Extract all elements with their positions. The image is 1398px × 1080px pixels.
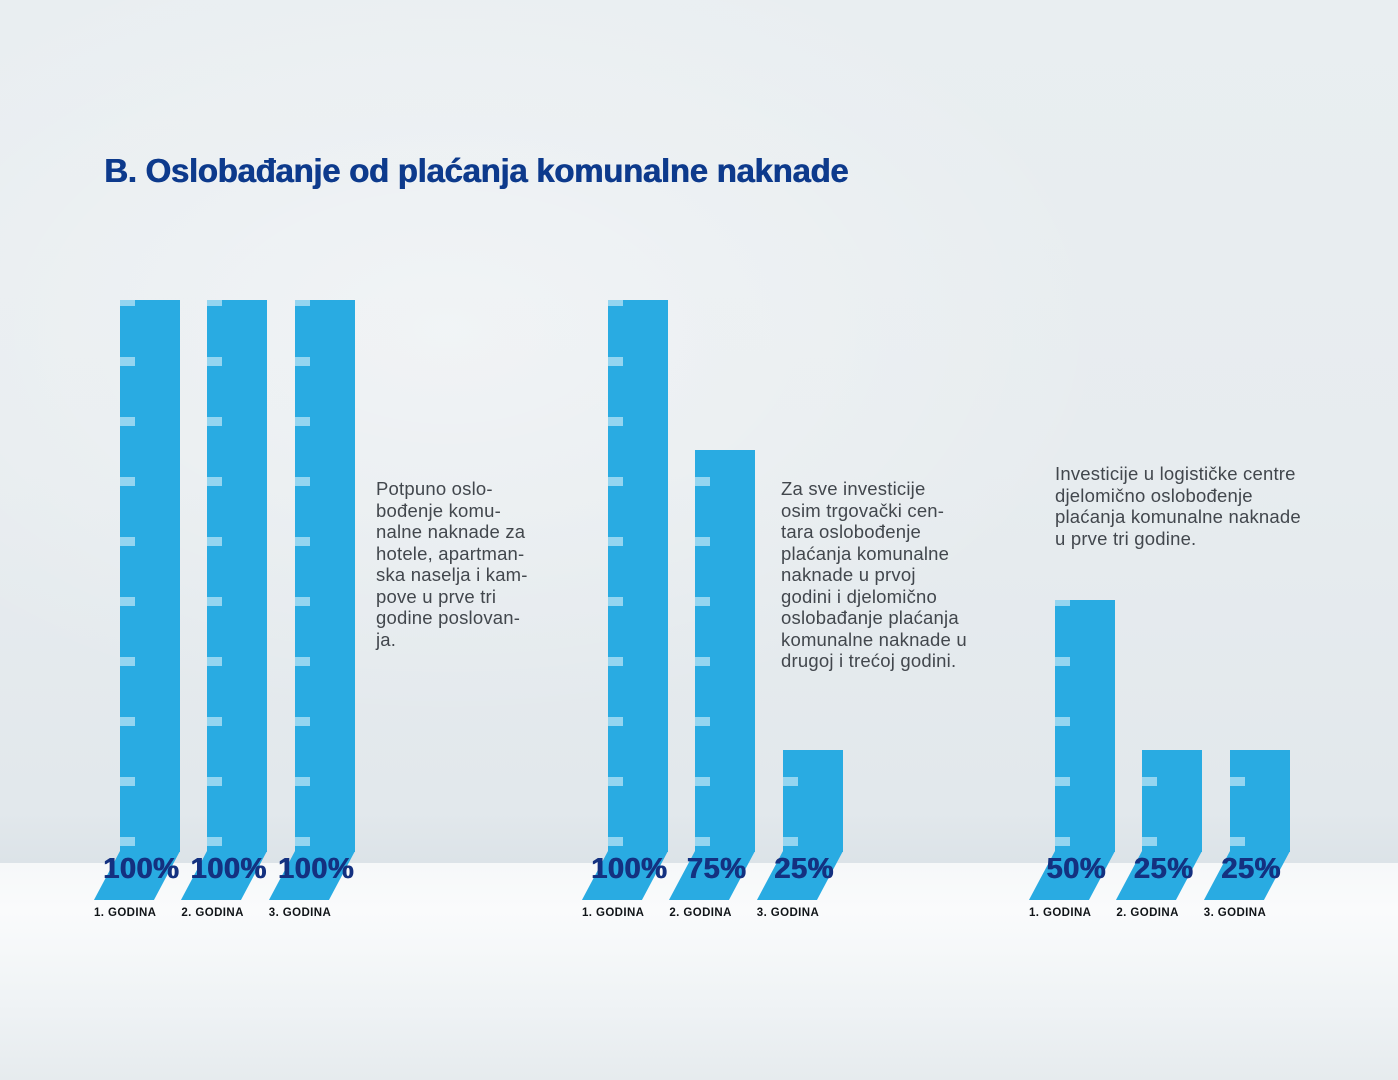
bar-rect bbox=[1229, 750, 1290, 852]
bar-value-label: 75% bbox=[686, 853, 747, 885]
group3-description: Investicije u logističke centre djelomič… bbox=[1055, 463, 1301, 549]
bar-group3-year3: 25% 3. GODINA bbox=[1203, 750, 1290, 919]
bar-value-label: 100% bbox=[102, 853, 180, 885]
bar-category-label: 3. GODINA bbox=[268, 907, 332, 919]
bar-category-label: 1. GODINA bbox=[1029, 907, 1092, 919]
bar-value-label: 50% bbox=[1046, 853, 1106, 885]
bar-rect bbox=[695, 450, 756, 852]
bar-category-label: 3. GODINA bbox=[1203, 907, 1267, 919]
bar-value-label: 100% bbox=[277, 853, 354, 885]
bar-category-label: 1. GODINA bbox=[582, 907, 645, 919]
bar-group3-year2: 25% 2. GODINA bbox=[1116, 750, 1203, 919]
bar-rect bbox=[294, 300, 355, 852]
bar-rect bbox=[120, 300, 180, 852]
bar-value-label: 25% bbox=[774, 853, 834, 885]
bar-rect bbox=[782, 750, 843, 852]
bar-category-label: 1. GODINA bbox=[94, 907, 157, 919]
bar-category-label: 3. GODINA bbox=[756, 907, 820, 919]
bar-category-label: 2. GODINA bbox=[669, 907, 732, 919]
bar-group1-year1: 100% 1. GODINA bbox=[93, 300, 180, 919]
bar-rect bbox=[207, 300, 268, 852]
group1-description: Potpuno oslo- bođenje komu- nalne naknad… bbox=[376, 478, 528, 650]
page-title: B. Oslobađanje od plaćanja komunalne nak… bbox=[104, 152, 849, 189]
bar-group2-year2: 75% 2. GODINA bbox=[669, 450, 756, 919]
bar-rect bbox=[608, 300, 668, 852]
group2-description: Za sve investicije osim trgovački cen- t… bbox=[781, 478, 967, 671]
bar-value-label: 100% bbox=[190, 853, 267, 885]
bar-group2-year1: 100% 1. GODINA bbox=[581, 300, 668, 919]
bar-value-label: 100% bbox=[590, 853, 668, 885]
bar-group1-year3: 100% 3. GODINA bbox=[268, 300, 355, 919]
bar-group1-year2: 100% 2. GODINA bbox=[181, 300, 268, 919]
bar-value-label: 25% bbox=[1221, 853, 1281, 885]
bar-rect bbox=[1055, 600, 1115, 852]
bar-rect bbox=[1142, 750, 1203, 852]
bar-group2-year3: 25% 3. GODINA bbox=[756, 750, 843, 919]
bar-category-label: 2. GODINA bbox=[1116, 907, 1179, 919]
bar-category-label: 2. GODINA bbox=[181, 907, 244, 919]
bar-value-label: 25% bbox=[1133, 853, 1194, 885]
bar-group3-year1: 50% 1. GODINA bbox=[1028, 600, 1115, 919]
